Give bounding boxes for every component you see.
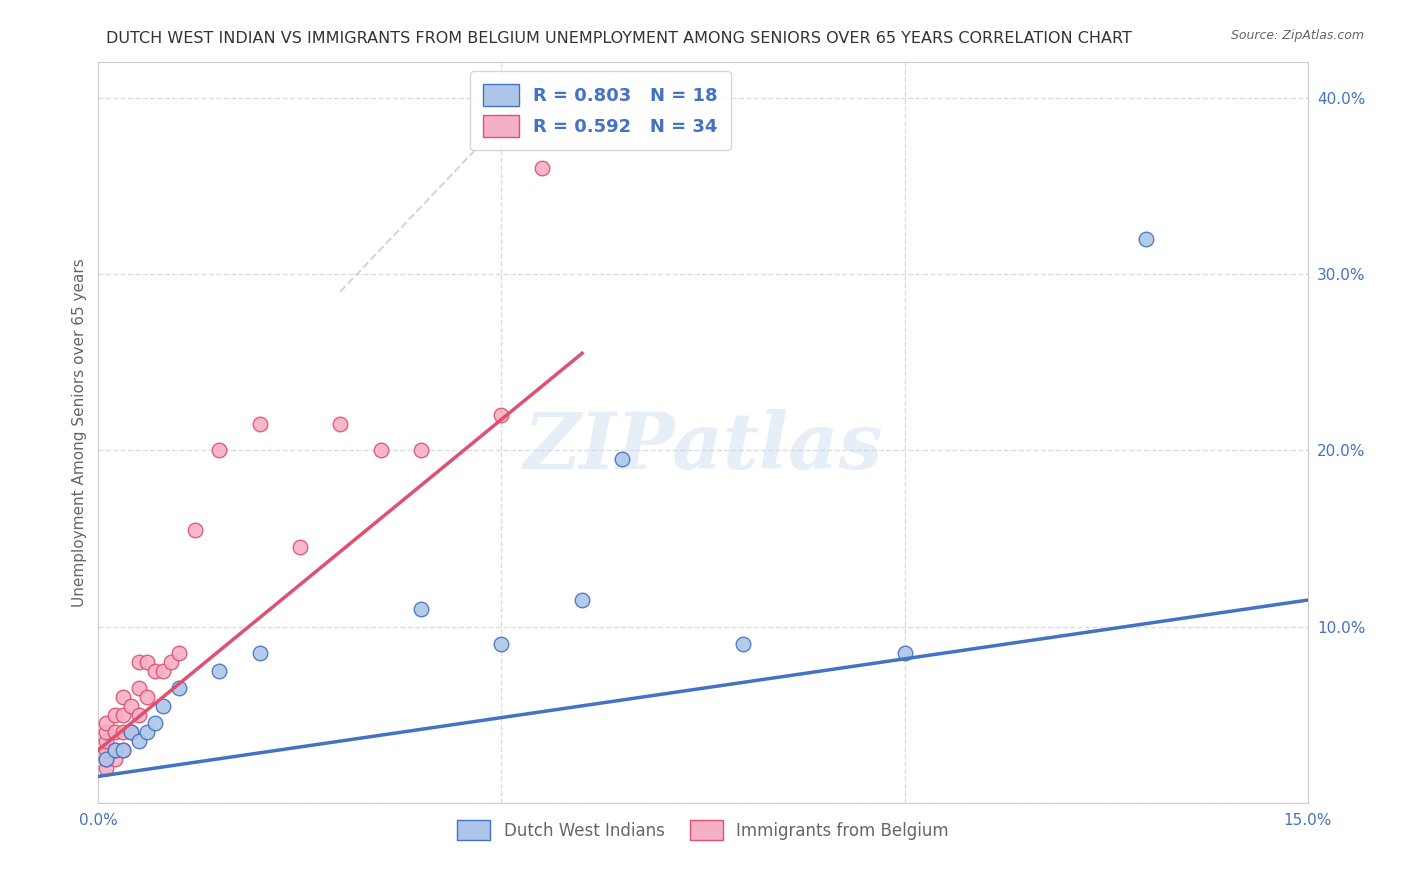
- Point: [249, 646, 271, 660]
- Text: ZIPatlas: ZIPatlas: [523, 409, 883, 485]
- Point: [530, 161, 553, 176]
- Point: [160, 655, 183, 669]
- Point: [96, 752, 118, 766]
- Point: [167, 646, 190, 660]
- Point: [128, 655, 150, 669]
- Point: [152, 664, 174, 678]
- Point: [208, 443, 231, 458]
- Point: [103, 707, 125, 722]
- Point: [96, 734, 118, 748]
- Point: [120, 725, 142, 739]
- Point: [111, 743, 134, 757]
- Point: [103, 743, 125, 757]
- Point: [288, 540, 311, 554]
- Text: Source: ZipAtlas.com: Source: ZipAtlas.com: [1230, 29, 1364, 43]
- Point: [733, 637, 755, 651]
- Point: [152, 698, 174, 713]
- Point: [111, 707, 134, 722]
- Point: [103, 725, 125, 739]
- Point: [96, 716, 118, 731]
- Point: [111, 690, 134, 704]
- Point: [491, 408, 513, 422]
- Point: [96, 743, 118, 757]
- Point: [103, 743, 125, 757]
- Point: [135, 690, 157, 704]
- Legend: Dutch West Indians, Immigrants from Belgium: Dutch West Indians, Immigrants from Belg…: [450, 814, 956, 847]
- Point: [128, 734, 150, 748]
- Point: [491, 637, 513, 651]
- Point: [184, 523, 207, 537]
- Point: [208, 664, 231, 678]
- Point: [96, 725, 118, 739]
- Point: [96, 752, 118, 766]
- Point: [167, 681, 190, 696]
- Point: [143, 664, 166, 678]
- Point: [1135, 232, 1157, 246]
- Point: [143, 716, 166, 731]
- Point: [128, 707, 150, 722]
- Point: [135, 725, 157, 739]
- Point: [120, 725, 142, 739]
- Point: [103, 752, 125, 766]
- Point: [370, 443, 392, 458]
- Point: [96, 760, 118, 774]
- Point: [893, 646, 915, 660]
- Y-axis label: Unemployment Among Seniors over 65 years: Unemployment Among Seniors over 65 years: [72, 259, 87, 607]
- Point: [612, 452, 634, 467]
- Text: DUTCH WEST INDIAN VS IMMIGRANTS FROM BELGIUM UNEMPLOYMENT AMONG SENIORS OVER 65 : DUTCH WEST INDIAN VS IMMIGRANTS FROM BEL…: [105, 31, 1132, 46]
- Point: [409, 602, 432, 616]
- Point: [571, 593, 593, 607]
- Point: [135, 655, 157, 669]
- Point: [111, 725, 134, 739]
- Point: [111, 743, 134, 757]
- Point: [120, 698, 142, 713]
- Point: [128, 681, 150, 696]
- Point: [249, 417, 271, 431]
- Point: [409, 443, 432, 458]
- Point: [329, 417, 352, 431]
